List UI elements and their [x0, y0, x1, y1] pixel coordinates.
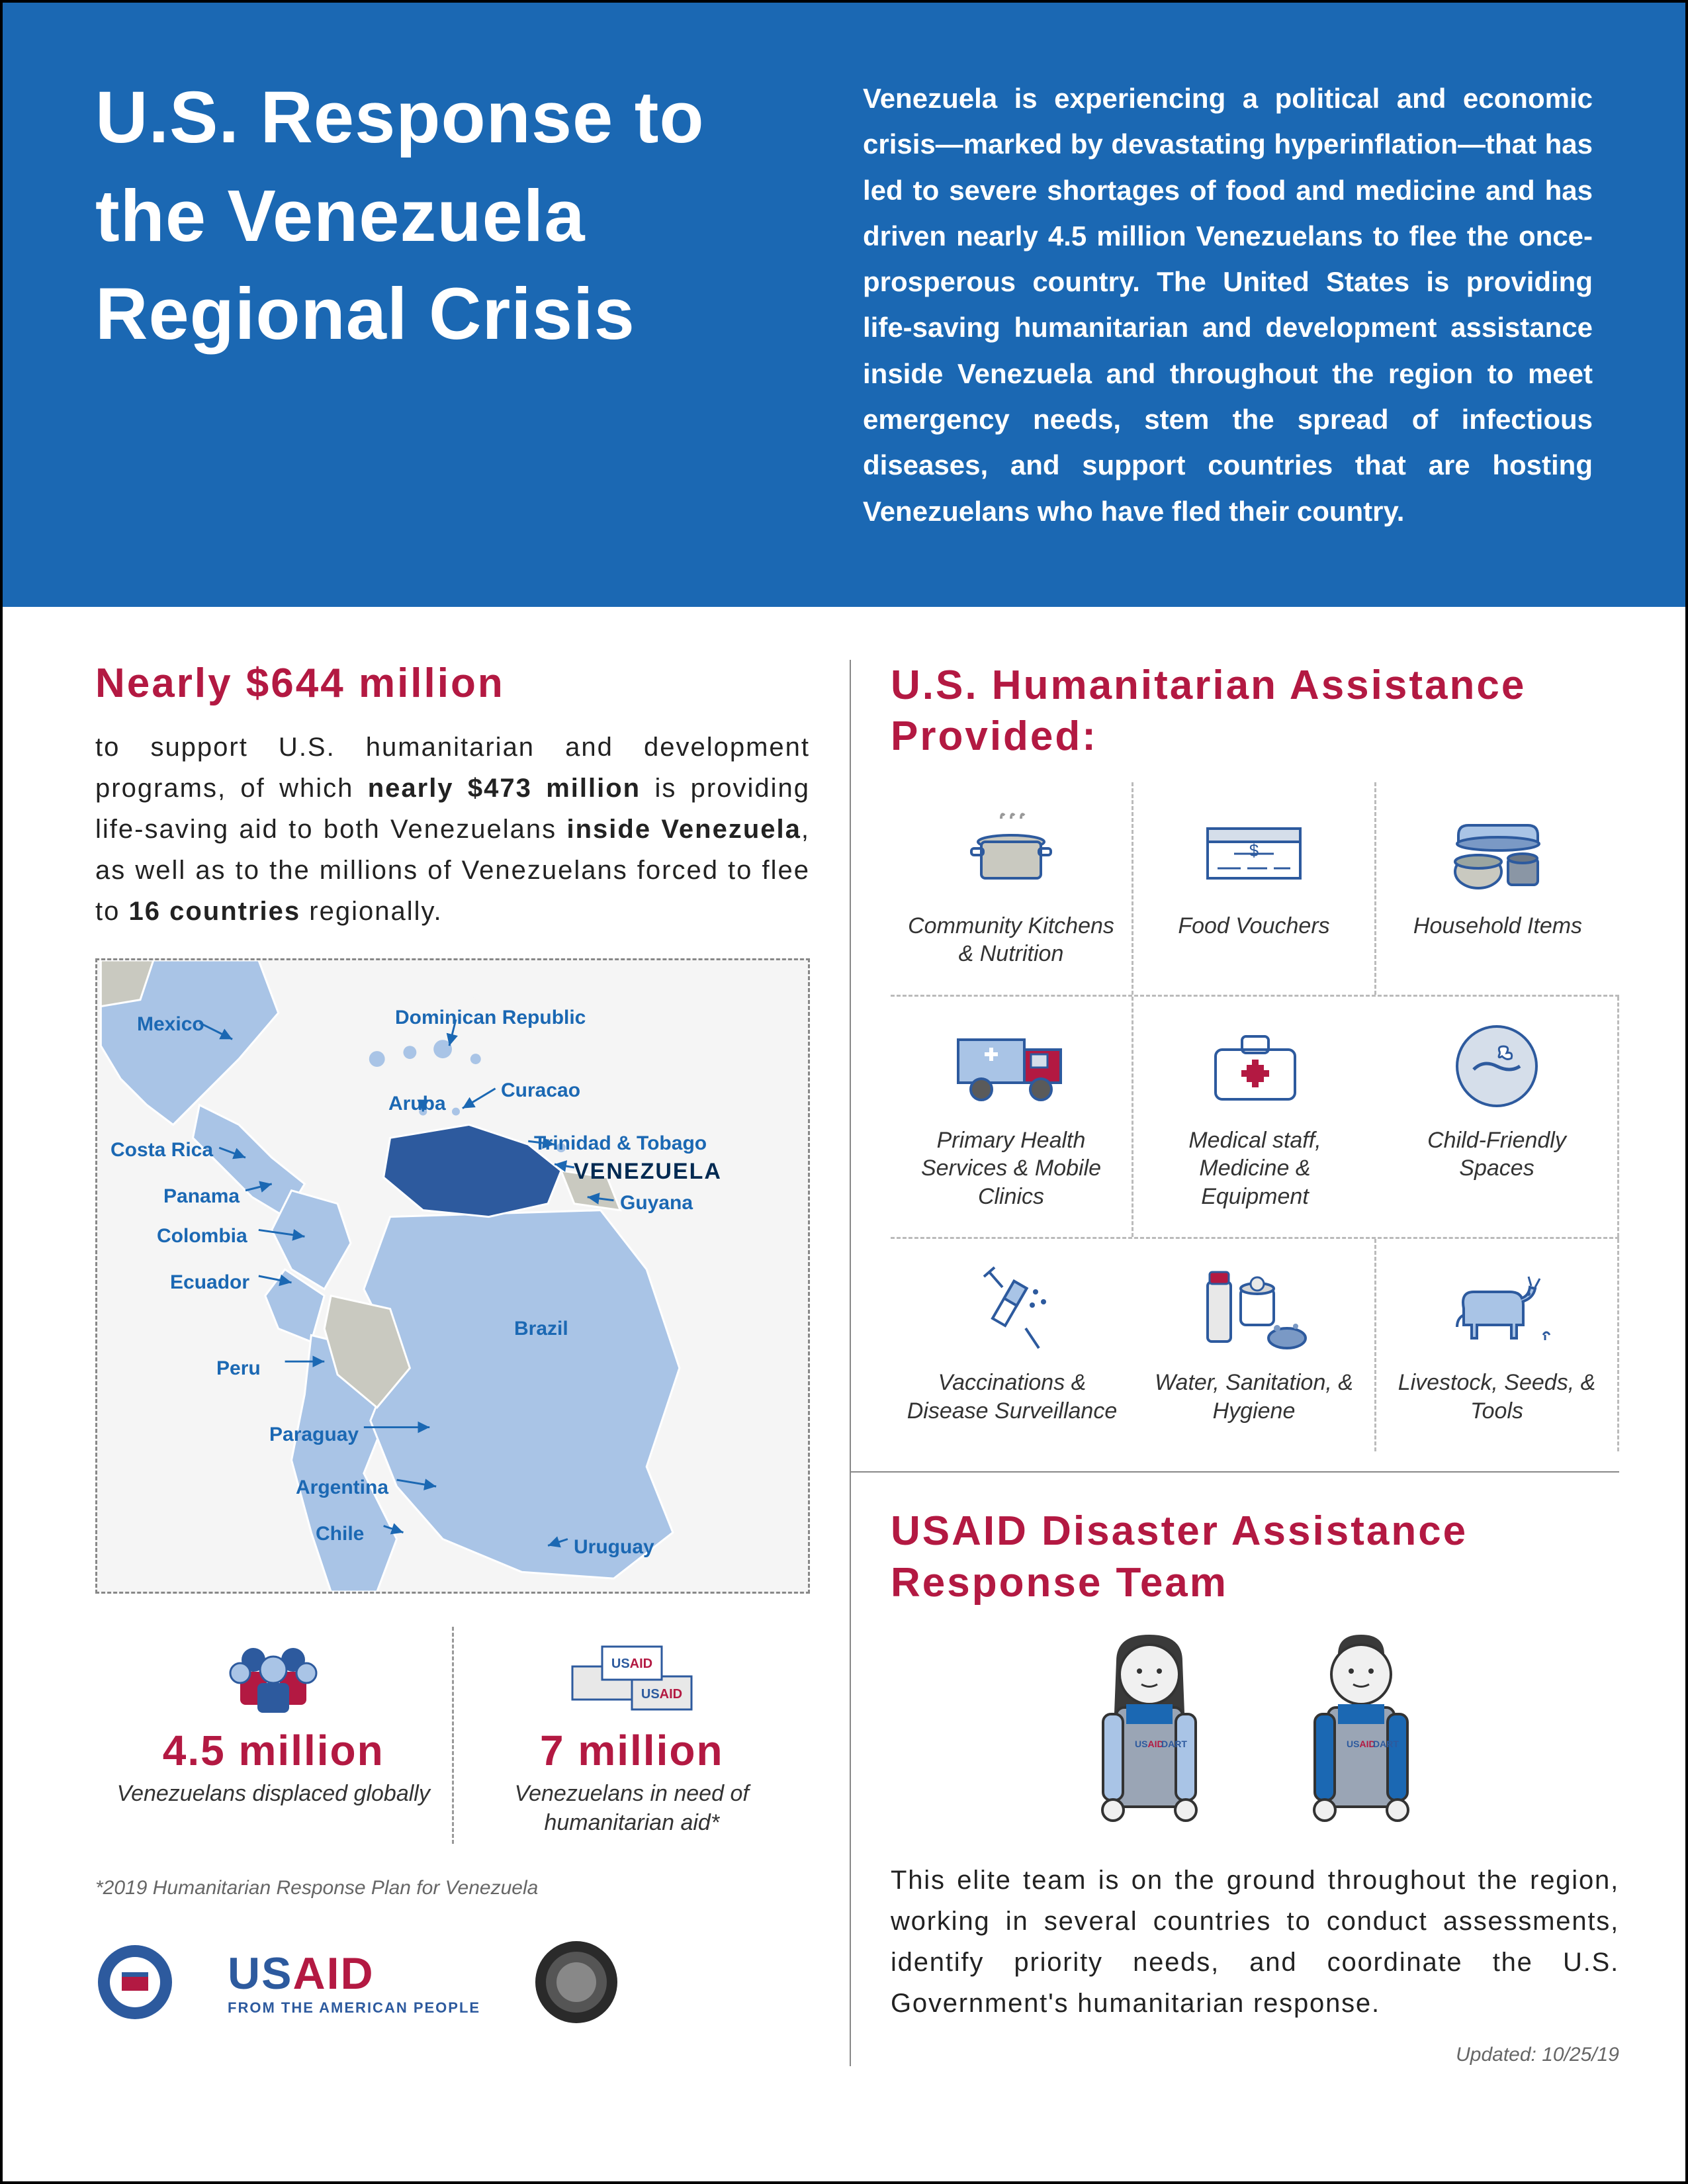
- assistance-item: Child-Friendly Spaces: [1376, 997, 1619, 1238]
- stat-displaced: 4.5 million Venezuelans displaced global…: [95, 1627, 454, 1844]
- country-label: Uruguay: [574, 1536, 654, 1559]
- assistance-item: Vaccinations & Disease Surveillance: [891, 1239, 1133, 1451]
- dart-body-text: This elite team is on the ground through…: [891, 1860, 1619, 2024]
- svg-text:USAID: USAID: [641, 1687, 682, 1702]
- country-label: Aruba: [388, 1093, 446, 1115]
- header-body-text: Venezuela is experiencing a political an…: [863, 69, 1593, 534]
- country-label: Trinidad & Tobago: [534, 1132, 707, 1155]
- stat-need: USAID USAID 7 million Venezuelans in nee…: [454, 1627, 811, 1844]
- regional-map: VENEZUELA Mexico Dominican Republic Aruba C…: [95, 958, 810, 1594]
- wash-icon: [1147, 1259, 1361, 1358]
- dart-section: USAID Disaster Assistance Response Team …: [851, 1471, 1619, 2066]
- country-label: Brazil: [514, 1318, 568, 1340]
- assistance-label: Medical staff, Medicine & Equipment: [1147, 1126, 1363, 1211]
- assistance-item: Primary Health Services & Mobile Clinics: [891, 997, 1133, 1238]
- assistance-item: Medical staff, Medicine & Equipment: [1133, 997, 1376, 1238]
- assistance-label: Livestock, Seeds, & Tools: [1390, 1369, 1604, 1425]
- assistance-label: Child-Friendly Spaces: [1390, 1126, 1604, 1183]
- country-label: Costa Rica: [111, 1139, 213, 1161]
- assistance-item: Livestock, Seeds, & Tools: [1376, 1239, 1619, 1451]
- people-icon: [115, 1633, 432, 1713]
- assistance-label: Vaccinations & Disease Surveillance: [904, 1369, 1120, 1425]
- stats-row: 4.5 million Venezuelans displaced global…: [95, 1627, 810, 1844]
- content-area: Nearly $644 million to support U.S. huma…: [3, 607, 1685, 2093]
- truck-icon: [904, 1017, 1118, 1116]
- livestock-icon: [1390, 1259, 1604, 1358]
- dart-person-male-icon: USAID DART: [1288, 1628, 1434, 1827]
- dart-heading: USAID Disaster Assistance Response Team: [891, 1506, 1619, 1608]
- dart-people-illustration: USAID DART USAID DART: [891, 1628, 1619, 1827]
- assistance-heading: U.S. Humanitarian Assistance Provided:: [891, 660, 1619, 762]
- assistance-label: Primary Health Services & Mobile Clinics: [904, 1126, 1118, 1211]
- country-label: Guyana: [620, 1192, 693, 1214]
- vaccine-icon: [904, 1259, 1120, 1358]
- country-label: Colombia: [157, 1225, 247, 1248]
- boxes-icon: USAID USAID: [474, 1633, 791, 1713]
- svg-text:USAID: USAID: [611, 1657, 652, 1671]
- header-banner: U.S. Response to the Venezuela Regional …: [3, 3, 1685, 607]
- assistance-label: Water, Sanitation, & Hygiene: [1147, 1369, 1361, 1425]
- stat-number: 7 million: [474, 1726, 791, 1775]
- funding-body: to support U.S. humanitarian and develop…: [95, 727, 810, 932]
- country-label: Mexico: [137, 1013, 204, 1036]
- voucher-icon: $: [1147, 802, 1361, 901]
- footnote: *2019 Humanitarian Response Plan for Ven…: [95, 1877, 810, 1899]
- pot-icon: [904, 802, 1118, 901]
- usaid-wordmark: USAID FROM THE AMERICAN PEOPLE: [228, 1948, 480, 2017]
- page-title: U.S. Response to the Venezuela Regional …: [95, 69, 810, 534]
- household-icon: [1390, 802, 1606, 901]
- assistance-item: $ Food Vouchers: [1133, 782, 1376, 995]
- svg-text:USAID: USAID: [1347, 1739, 1376, 1749]
- svg-text:DART: DART: [1373, 1739, 1399, 1749]
- stat-label: Venezuelans displaced globally: [115, 1779, 432, 1808]
- assistance-label: Household Items: [1390, 912, 1606, 940]
- medkit-icon: [1147, 1017, 1363, 1116]
- logo-row: USAID FROM THE AMERICAN PEOPLE: [95, 1939, 810, 2025]
- stat-label: Venezuelans in need of humanitarian aid*: [474, 1779, 791, 1837]
- svg-text:USAID: USAID: [1135, 1739, 1164, 1749]
- country-label: Dominican Republic: [395, 1007, 586, 1029]
- child-icon: [1390, 1017, 1604, 1116]
- svg-text:DART: DART: [1161, 1739, 1187, 1749]
- country-label: Panama: [163, 1185, 240, 1208]
- country-label: Peru: [216, 1357, 261, 1380]
- assistance-item: Household Items: [1376, 782, 1619, 995]
- venezuela-label: VENEZUELA: [574, 1159, 722, 1185]
- state-dept-seal-icon: [533, 1939, 619, 2025]
- country-label: Chile: [316, 1523, 364, 1545]
- updated-date: Updated: 10/25/19: [891, 2044, 1619, 2066]
- funding-heading: Nearly $644 million: [95, 660, 810, 707]
- stat-number: 4.5 million: [115, 1726, 432, 1775]
- country-label: Argentina: [296, 1477, 388, 1499]
- country-label: Curacao: [501, 1079, 580, 1102]
- assistance-grid: Community Kitchens & Nutrition $ Food Vouc…: [891, 782, 1619, 1452]
- country-label: Paraguay: [269, 1424, 359, 1446]
- dart-person-female-icon: USAID DART: [1077, 1628, 1222, 1827]
- assistance-label: Community Kitchens & Nutrition: [904, 912, 1118, 968]
- left-column: Nearly $644 million to support U.S. huma…: [95, 660, 810, 2067]
- usaid-seal-icon: [95, 1942, 175, 2022]
- svg-text:$: $: [1249, 841, 1259, 860]
- assistance-label: Food Vouchers: [1147, 912, 1361, 940]
- right-column: U.S. Humanitarian Assistance Provided: C…: [850, 660, 1619, 2067]
- country-label: Ecuador: [170, 1271, 249, 1294]
- assistance-item: Water, Sanitation, & Hygiene: [1133, 1239, 1376, 1451]
- assistance-item: Community Kitchens & Nutrition: [891, 782, 1133, 995]
